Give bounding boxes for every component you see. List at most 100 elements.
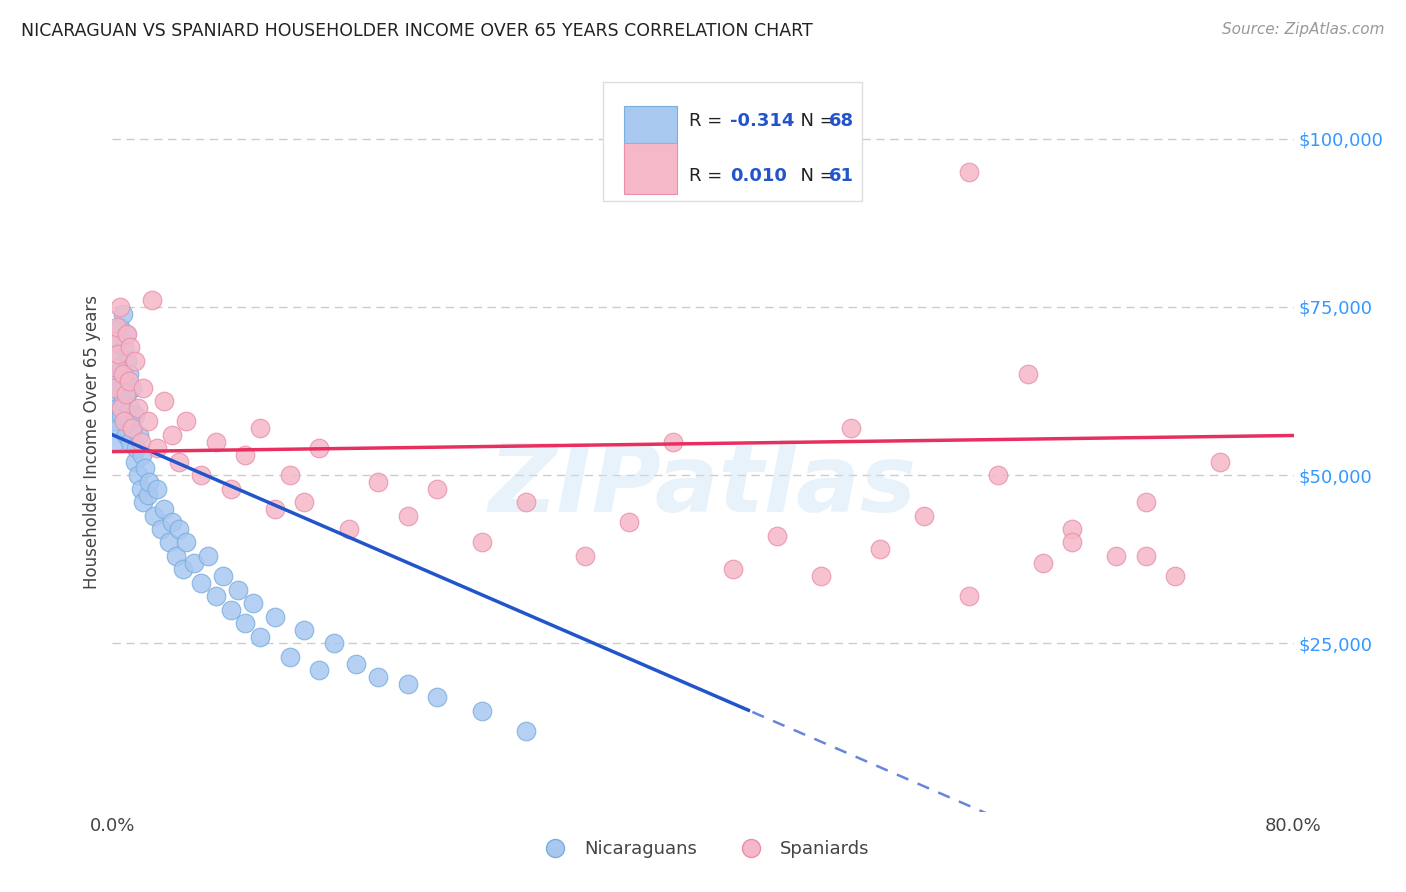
- Point: [292, 623, 315, 637]
- Point: [108, 300, 131, 314]
- Point: [112, 414, 135, 428]
- Text: R =: R =: [689, 167, 728, 185]
- Point: [1017, 368, 1039, 382]
- Point: [174, 414, 197, 428]
- FancyBboxPatch shape: [624, 106, 678, 156]
- Text: 0.010: 0.010: [730, 167, 787, 185]
- Point: [105, 401, 128, 415]
- Point: [120, 401, 142, 415]
- Point: [1062, 522, 1084, 536]
- Point: [914, 508, 936, 523]
- Point: [233, 448, 256, 462]
- Point: [1135, 495, 1157, 509]
- Point: [957, 165, 980, 179]
- Point: [574, 549, 596, 563]
- Point: [117, 387, 138, 401]
- Point: [118, 374, 141, 388]
- Point: [344, 657, 367, 671]
- Point: [105, 334, 128, 348]
- Point: [165, 549, 187, 563]
- Text: Source: ZipAtlas.com: Source: ZipAtlas.com: [1222, 22, 1385, 37]
- Point: [839, 421, 862, 435]
- Point: [129, 482, 152, 496]
- Point: [112, 374, 135, 388]
- Point: [515, 495, 537, 509]
- Point: [127, 401, 149, 415]
- Point: [146, 482, 169, 496]
- Point: [766, 529, 789, 543]
- Point: [212, 569, 235, 583]
- Text: ZIPatlas: ZIPatlas: [489, 440, 917, 532]
- Point: [142, 508, 165, 523]
- Point: [1135, 549, 1157, 563]
- Point: [278, 649, 301, 664]
- Point: [219, 482, 242, 496]
- Point: [103, 368, 125, 382]
- Point: [110, 401, 132, 415]
- Point: [128, 427, 150, 442]
- Point: [249, 421, 271, 435]
- Point: [136, 414, 159, 428]
- Point: [337, 522, 360, 536]
- Text: NICARAGUAN VS SPANIARD HOUSEHOLDER INCOME OVER 65 YEARS CORRELATION CHART: NICARAGUAN VS SPANIARD HOUSEHOLDER INCOM…: [21, 22, 813, 40]
- Point: [103, 414, 125, 428]
- Point: [120, 434, 142, 449]
- Point: [470, 704, 494, 718]
- Legend: Nicaraguans, Spaniards: Nicaraguans, Spaniards: [530, 833, 876, 865]
- Point: [278, 468, 301, 483]
- Point: [226, 582, 249, 597]
- Point: [134, 461, 156, 475]
- Point: [110, 360, 132, 375]
- Point: [242, 596, 264, 610]
- Point: [721, 562, 744, 576]
- Point: [1105, 549, 1128, 563]
- Point: [264, 501, 287, 516]
- Point: [426, 482, 449, 496]
- Point: [124, 455, 146, 469]
- Point: [146, 442, 169, 456]
- Point: [111, 368, 134, 382]
- Point: [1032, 556, 1054, 570]
- Point: [104, 434, 127, 449]
- Point: [619, 516, 641, 530]
- Point: [205, 590, 228, 604]
- Point: [197, 549, 219, 563]
- Point: [396, 677, 419, 691]
- Point: [190, 468, 212, 483]
- Point: [122, 421, 145, 435]
- Point: [108, 320, 131, 334]
- Point: [107, 347, 129, 361]
- Point: [249, 630, 271, 644]
- Point: [136, 488, 159, 502]
- Point: [160, 516, 183, 530]
- Point: [141, 293, 163, 308]
- Point: [114, 387, 136, 401]
- Point: [662, 434, 685, 449]
- Point: [124, 408, 146, 422]
- Point: [1208, 455, 1232, 469]
- Point: [108, 381, 131, 395]
- Point: [167, 522, 190, 536]
- Point: [205, 434, 228, 449]
- Point: [132, 381, 155, 395]
- Point: [107, 421, 129, 435]
- Point: [121, 381, 143, 395]
- Point: [172, 562, 194, 576]
- Point: [105, 360, 128, 375]
- Point: [515, 723, 537, 738]
- Point: [118, 368, 141, 382]
- Point: [107, 347, 129, 361]
- Point: [367, 670, 389, 684]
- Text: 61: 61: [830, 167, 855, 185]
- Point: [1164, 569, 1187, 583]
- Point: [129, 434, 152, 449]
- Point: [308, 442, 330, 456]
- Point: [111, 394, 134, 409]
- Point: [233, 616, 256, 631]
- Point: [114, 326, 136, 341]
- Point: [957, 590, 980, 604]
- Point: [1062, 535, 1084, 549]
- Point: [167, 455, 190, 469]
- Point: [426, 690, 449, 705]
- Point: [292, 495, 315, 509]
